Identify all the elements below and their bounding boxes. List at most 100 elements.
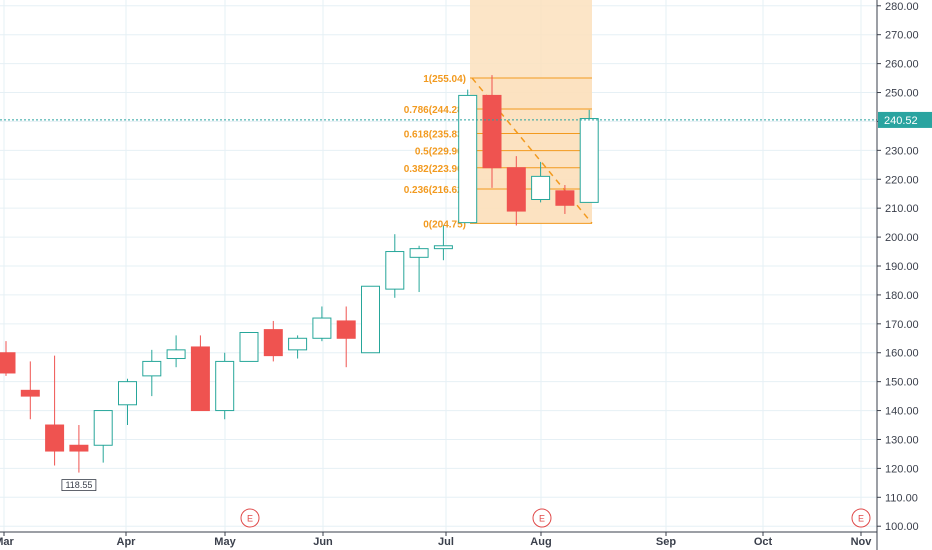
candle: [288, 335, 308, 359]
y-tick-label: 100.00: [885, 521, 919, 533]
fib-level-label: 0(204.75): [423, 219, 466, 230]
candle: [118, 378, 137, 426]
earnings-marker[interactable]: E: [532, 508, 552, 528]
candle-body-down: [263, 329, 283, 357]
candle: [336, 306, 356, 368]
candle: [69, 425, 89, 473]
candle: [312, 306, 332, 342]
candle: [239, 332, 259, 362]
y-tick-label: 180.00: [885, 290, 919, 302]
candle-body-down: [482, 94, 502, 169]
earnings-marker[interactable]: E: [851, 508, 871, 528]
current-price-tag[interactable]: [878, 111, 932, 128]
y-tick-label: 280.00: [885, 1, 919, 13]
candle-body-down: [506, 167, 526, 212]
candle: [45, 355, 65, 466]
candle-body-up: [166, 349, 186, 360]
candle: [20, 361, 40, 420]
candle-body-up: [409, 248, 429, 258]
candle: [385, 234, 405, 298]
candle-body-up: [118, 381, 137, 406]
candle-body-up: [239, 332, 259, 362]
earnings-label: E: [539, 514, 545, 524]
candle: [433, 225, 453, 261]
y-tick-label: 170.00: [885, 319, 919, 331]
candle: [506, 156, 526, 226]
candle-body-up: [531, 175, 551, 201]
candle: [190, 335, 210, 412]
candle-body-down: [0, 352, 16, 374]
earnings-icon: [851, 508, 871, 528]
candle: [409, 245, 429, 293]
candle: [142, 349, 162, 397]
x-tick-label: Nov: [851, 536, 873, 548]
earnings-label: E: [858, 514, 864, 524]
x-tick-label: May: [214, 536, 236, 548]
fib-level-label: 0.786(244.28): [404, 105, 466, 116]
y-tick-label: 120.00: [885, 463, 919, 475]
fib-level-label: 1(255.04): [423, 74, 466, 85]
fib-level-label: 0.236(216.62): [404, 185, 466, 196]
candle-body-up: [312, 317, 332, 339]
earnings-marker[interactable]: E: [240, 508, 260, 528]
candle: [166, 335, 186, 368]
candle-body-down: [69, 444, 89, 452]
y-tick-label: 230.00: [885, 145, 919, 157]
fib-level-label: 0.5(229.90): [415, 147, 466, 158]
price-axis[interactable]: 100.00 110.00 120.00 130.00 140.00 150.00 160.…: [876, 0, 932, 550]
y-tick-label: 110.00: [885, 492, 918, 504]
y-tick-label: 150.00: [885, 377, 919, 389]
candle-body-down: [555, 190, 575, 206]
candle: [531, 161, 551, 203]
x-tick-label: Jun: [313, 536, 333, 548]
candles: [0, 75, 599, 473]
earnings-label: E: [247, 514, 253, 524]
candle: [458, 89, 478, 224]
y-tick-label: 160.00: [885, 348, 919, 360]
y-tick-label: 200.00: [885, 232, 919, 244]
candle: [0, 341, 16, 376]
x-tick-label: Apr: [117, 536, 137, 548]
fib-level-label: 0.382(223.96): [404, 164, 466, 175]
candle-body-down: [336, 320, 356, 339]
candle-body-up: [215, 360, 235, 412]
y-tick-label: 260.00: [885, 59, 919, 71]
candle-body-up: [433, 245, 453, 250]
candle-body-up: [579, 118, 599, 203]
candle-body-down: [45, 424, 65, 452]
y-tick-label: 250.00: [885, 88, 919, 100]
y-tick-label: 190.00: [885, 261, 919, 273]
candle: [215, 352, 235, 420]
x-tick-label: Aug: [530, 536, 551, 548]
time-axis[interactable]: Mar Apr May Jun Jul Aug Sep Oct Nov: [0, 531, 877, 548]
candle: [579, 109, 599, 203]
candle: [93, 410, 113, 463]
candle-body-up: [93, 410, 113, 446]
candle-body-up: [385, 251, 405, 290]
candle: [361, 285, 380, 354]
overlays: 118.55 E E E: [0, 119, 877, 528]
x-tick-label: Mar: [0, 536, 14, 548]
candle-body-up: [458, 94, 478, 224]
grid: [0, 0, 877, 532]
low-price-tag: [61, 479, 97, 491]
y-tick-label: 220.00: [885, 174, 919, 186]
candle: [555, 185, 575, 214]
y-tick-label: 270.00: [885, 30, 919, 42]
earnings-icon: [532, 508, 552, 528]
x-tick-label: Oct: [754, 536, 773, 548]
candle-body-up: [142, 360, 162, 377]
x-tick-label: Jul: [438, 536, 454, 548]
y-tick-label: 130.00: [885, 434, 919, 446]
candle: [263, 320, 283, 362]
low-price-label: 118.55: [65, 480, 92, 490]
candle: [482, 75, 502, 188]
x-tick-label: Sep: [656, 536, 676, 548]
candle-body-up: [361, 285, 380, 354]
earnings-icon: [240, 508, 260, 528]
y-tick-label: 140.00: [885, 406, 919, 418]
candle-body-up: [288, 337, 308, 351]
fib-level-label: 0.618(235.83): [404, 129, 466, 140]
